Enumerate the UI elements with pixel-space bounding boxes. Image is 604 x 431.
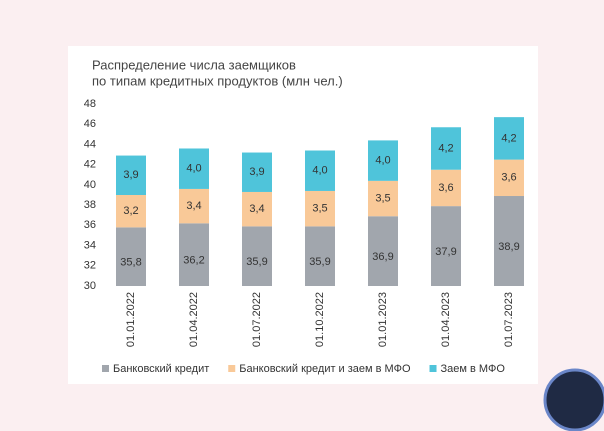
x-tick-label: 01.07.2023 (503, 292, 515, 347)
data-label: 3,5 (312, 203, 327, 215)
data-label: 35,8 (120, 257, 141, 269)
data-label: 4,2 (438, 142, 453, 154)
legend-label: Банковский кредит (113, 363, 209, 375)
x-tick-label: 01.01.2023 (377, 292, 389, 347)
bar-segment (494, 117, 524, 160)
data-label: 3,6 (501, 172, 516, 184)
bar-segment (494, 196, 524, 286)
data-label: 3,4 (249, 203, 264, 215)
bar-segment (368, 216, 398, 286)
bar-segment (179, 188, 209, 224)
data-label: 3,4 (186, 200, 201, 212)
x-tick-label: 01.01.2022 (125, 292, 137, 347)
legend-swatch (228, 365, 236, 372)
x-tick-label: 01.04.2023 (440, 292, 452, 347)
bar-segment (116, 155, 146, 195)
data-label: 3,5 (375, 192, 390, 204)
bar-segment (431, 206, 461, 286)
y-tick-label: 42 (84, 159, 96, 171)
bar-segment (305, 150, 335, 191)
data-label: 4,0 (312, 165, 327, 177)
bar-segment (368, 140, 398, 181)
bar-segment (242, 226, 272, 286)
data-label: 4,0 (375, 155, 390, 167)
data-label: 35,9 (246, 256, 267, 268)
y-tick-label: 30 (84, 280, 96, 292)
bar-segment (368, 180, 398, 217)
bar-segment (431, 127, 461, 170)
data-label: 3,9 (249, 166, 264, 178)
data-label: 35,9 (309, 256, 330, 268)
data-label: 4,0 (186, 163, 201, 175)
chart-subtitle: по типам кредитных продуктов (млн чел.) (92, 73, 343, 88)
chart-title: Распределение числа заемщиков (92, 57, 296, 72)
y-tick-label: 44 (84, 138, 96, 150)
y-tick-label: 32 (84, 260, 96, 272)
legend-label: Заем в МФО (441, 363, 506, 375)
bar-segment (179, 148, 209, 189)
data-label: 37,9 (435, 246, 456, 258)
legend-swatch (429, 365, 437, 372)
bar-segment (242, 152, 272, 192)
data-label: 3,9 (123, 169, 138, 181)
data-label: 3,2 (123, 205, 138, 217)
bar-segment (116, 195, 146, 228)
legend-label: Банковский кредит и заем в МФО (239, 363, 411, 375)
y-tick-label: 48 (84, 98, 96, 110)
bar-segment (431, 169, 461, 207)
data-label: 3,6 (438, 182, 453, 194)
data-label: 36,2 (183, 255, 204, 267)
bar-segment (242, 191, 272, 227)
y-tick-label: 40 (84, 179, 96, 191)
bar-segment (116, 227, 146, 286)
y-tick-label: 46 (84, 118, 96, 130)
x-tick-label: 01.04.2022 (188, 292, 200, 347)
bar-segment (305, 226, 335, 286)
y-tick-label: 38 (84, 199, 96, 211)
x-tick-label: 01.10.2022 (314, 292, 326, 347)
legend-swatch (102, 365, 109, 372)
avatar[interactable] (543, 368, 604, 431)
y-tick-label: 34 (84, 239, 96, 251)
data-label: 4,2 (501, 132, 516, 144)
y-tick-label: 36 (84, 219, 96, 231)
x-tick-label: 01.07.2022 (251, 292, 263, 347)
bar-segment (179, 223, 209, 286)
data-label: 38,9 (498, 241, 519, 253)
bar-segment (305, 190, 335, 227)
bar-segment (494, 159, 524, 197)
data-label: 36,9 (372, 251, 393, 263)
